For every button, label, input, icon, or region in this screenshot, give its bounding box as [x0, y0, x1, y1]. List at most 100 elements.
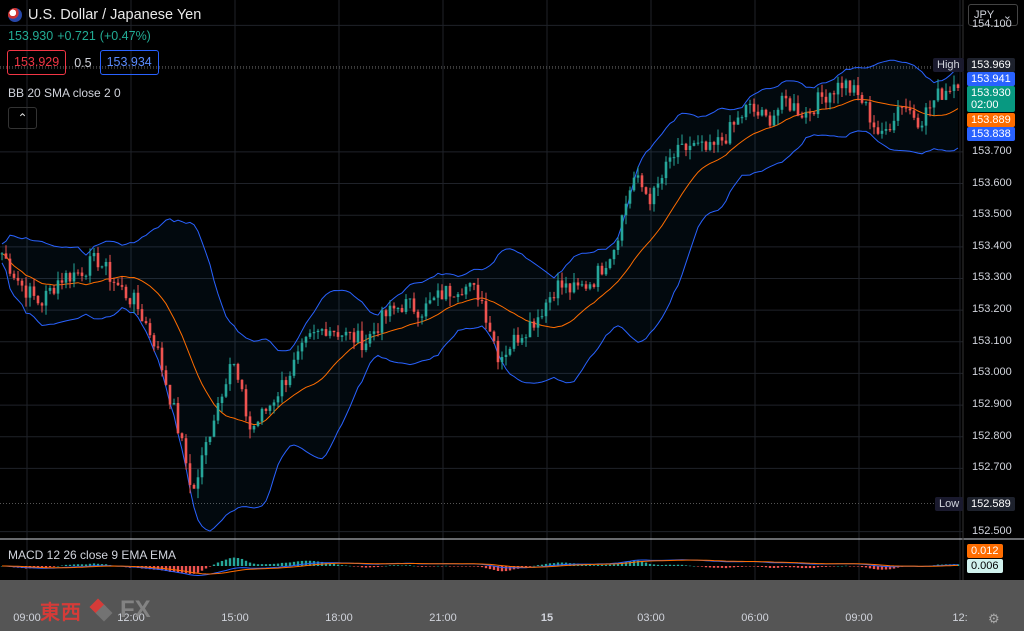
candle-body [732, 122, 736, 125]
candle-body [84, 275, 88, 277]
candle-body [824, 96, 828, 103]
macd-histogram-bar [824, 566, 828, 567]
low-value: 152.589 [967, 497, 1015, 511]
macd-histogram-bar [812, 566, 816, 569]
macd-histogram-bar [860, 566, 864, 568]
candle-body [276, 396, 280, 403]
sell-button[interactable]: 153.929 [7, 50, 67, 75]
quote-line: 153.930 +0.721 (+0.47%) [8, 29, 151, 43]
macd-histogram-bar [732, 566, 736, 568]
macd-histogram-bar [504, 566, 508, 572]
candle-body [116, 282, 120, 286]
candle-body [516, 334, 520, 343]
candle-body [424, 303, 428, 317]
candle-body [688, 145, 692, 151]
candle-body [264, 408, 268, 411]
macd-histogram-bar [548, 563, 552, 566]
macd-histogram-bar [264, 564, 268, 566]
candle-body [136, 292, 140, 310]
macd-histogram-bar [208, 566, 212, 567]
buy-button[interactable]: 153.934 [99, 50, 159, 75]
macd-histogram-bar [624, 562, 628, 566]
macd-histogram-bar [680, 564, 684, 566]
candle-body [948, 90, 952, 92]
change-pct-text: (+0.47%) [99, 29, 151, 43]
candle-body [828, 93, 832, 103]
candle-body [372, 331, 376, 334]
candle-body [356, 330, 360, 343]
candle-body [820, 92, 824, 97]
candle-body [624, 203, 628, 216]
macd-histogram-bar [864, 566, 868, 568]
upper-band-tag: 153.941 [967, 72, 1015, 86]
macd-histogram-bar [364, 566, 368, 568]
candle-body [12, 273, 16, 278]
candle-body [808, 112, 812, 114]
time-tick-label: 21:00 [429, 612, 457, 624]
candle-body [944, 90, 948, 100]
macd-histogram-bar [76, 564, 80, 566]
candle-body [180, 433, 184, 439]
candle-body [224, 384, 228, 397]
candle-body [652, 187, 656, 205]
macd-histogram-bar [384, 565, 388, 567]
macd-histogram-bar [588, 564, 592, 566]
candle-body [708, 142, 712, 150]
candle-body [584, 284, 588, 289]
macd-histogram-bar [496, 566, 500, 572]
macd-histogram-bar [692, 565, 696, 567]
currency-select[interactable]: JPY ⌄ [968, 4, 1018, 26]
candle-body [816, 92, 820, 115]
candle-body [220, 396, 224, 404]
candle-body [364, 343, 368, 351]
macd-histogram-bar [644, 562, 648, 566]
macd-legend[interactable]: MACD 12 26 close 9 EMA EMA [8, 548, 177, 562]
macd-histogram-bar [852, 566, 856, 567]
macd-histogram-bar [696, 566, 700, 567]
macd-histogram-bar [80, 564, 84, 566]
candle-body [704, 141, 708, 150]
macd-histogram-bar [688, 565, 692, 567]
candle-body [492, 331, 496, 341]
macd-histogram-bar [628, 561, 632, 566]
candle-body [724, 140, 728, 144]
macd-histogram-bar [552, 563, 556, 566]
candle-body [208, 436, 212, 443]
time-tick-label: 09:00 [845, 612, 873, 624]
candle-body [672, 157, 676, 159]
macd-histogram-bar [452, 566, 456, 567]
candle-body [112, 281, 116, 283]
macd-histogram-bar [532, 565, 536, 567]
macd-histogram-bar [96, 563, 100, 566]
candle-body [564, 283, 568, 288]
candle-body [444, 285, 448, 300]
candle-body [360, 330, 364, 351]
candle-body [916, 117, 920, 128]
macd-histogram-bar [408, 565, 412, 566]
logo-fx-text: FX [120, 596, 151, 623]
gear-icon[interactable]: ⚙ [988, 611, 1000, 626]
candle-body [404, 299, 408, 312]
macd-histogram-bar [788, 566, 792, 568]
collapse-legend-button[interactable]: ⌃ [8, 107, 37, 129]
candle-body [848, 80, 852, 93]
candle-body [932, 100, 936, 108]
macd-histogram-bar [60, 565, 64, 567]
macd-histogram-bar [524, 566, 528, 568]
time-tick-label: 12:00 [117, 612, 145, 624]
price-tick-label: 152.900 [972, 398, 1012, 411]
candle-body [468, 283, 472, 287]
bollinger-legend[interactable]: BB 20 SMA close 2 0 [8, 86, 121, 100]
candle-body [132, 292, 136, 305]
candle-body [152, 335, 156, 347]
macd-histogram-bar [88, 563, 92, 566]
candle-body [508, 348, 512, 355]
macd-histogram-bar [872, 566, 876, 570]
candle-body [188, 463, 192, 485]
candle-body [232, 363, 236, 365]
candle-body [212, 420, 216, 437]
macd-histogram-bar [416, 566, 420, 567]
candle-body [312, 332, 316, 334]
candle-body [528, 321, 532, 338]
